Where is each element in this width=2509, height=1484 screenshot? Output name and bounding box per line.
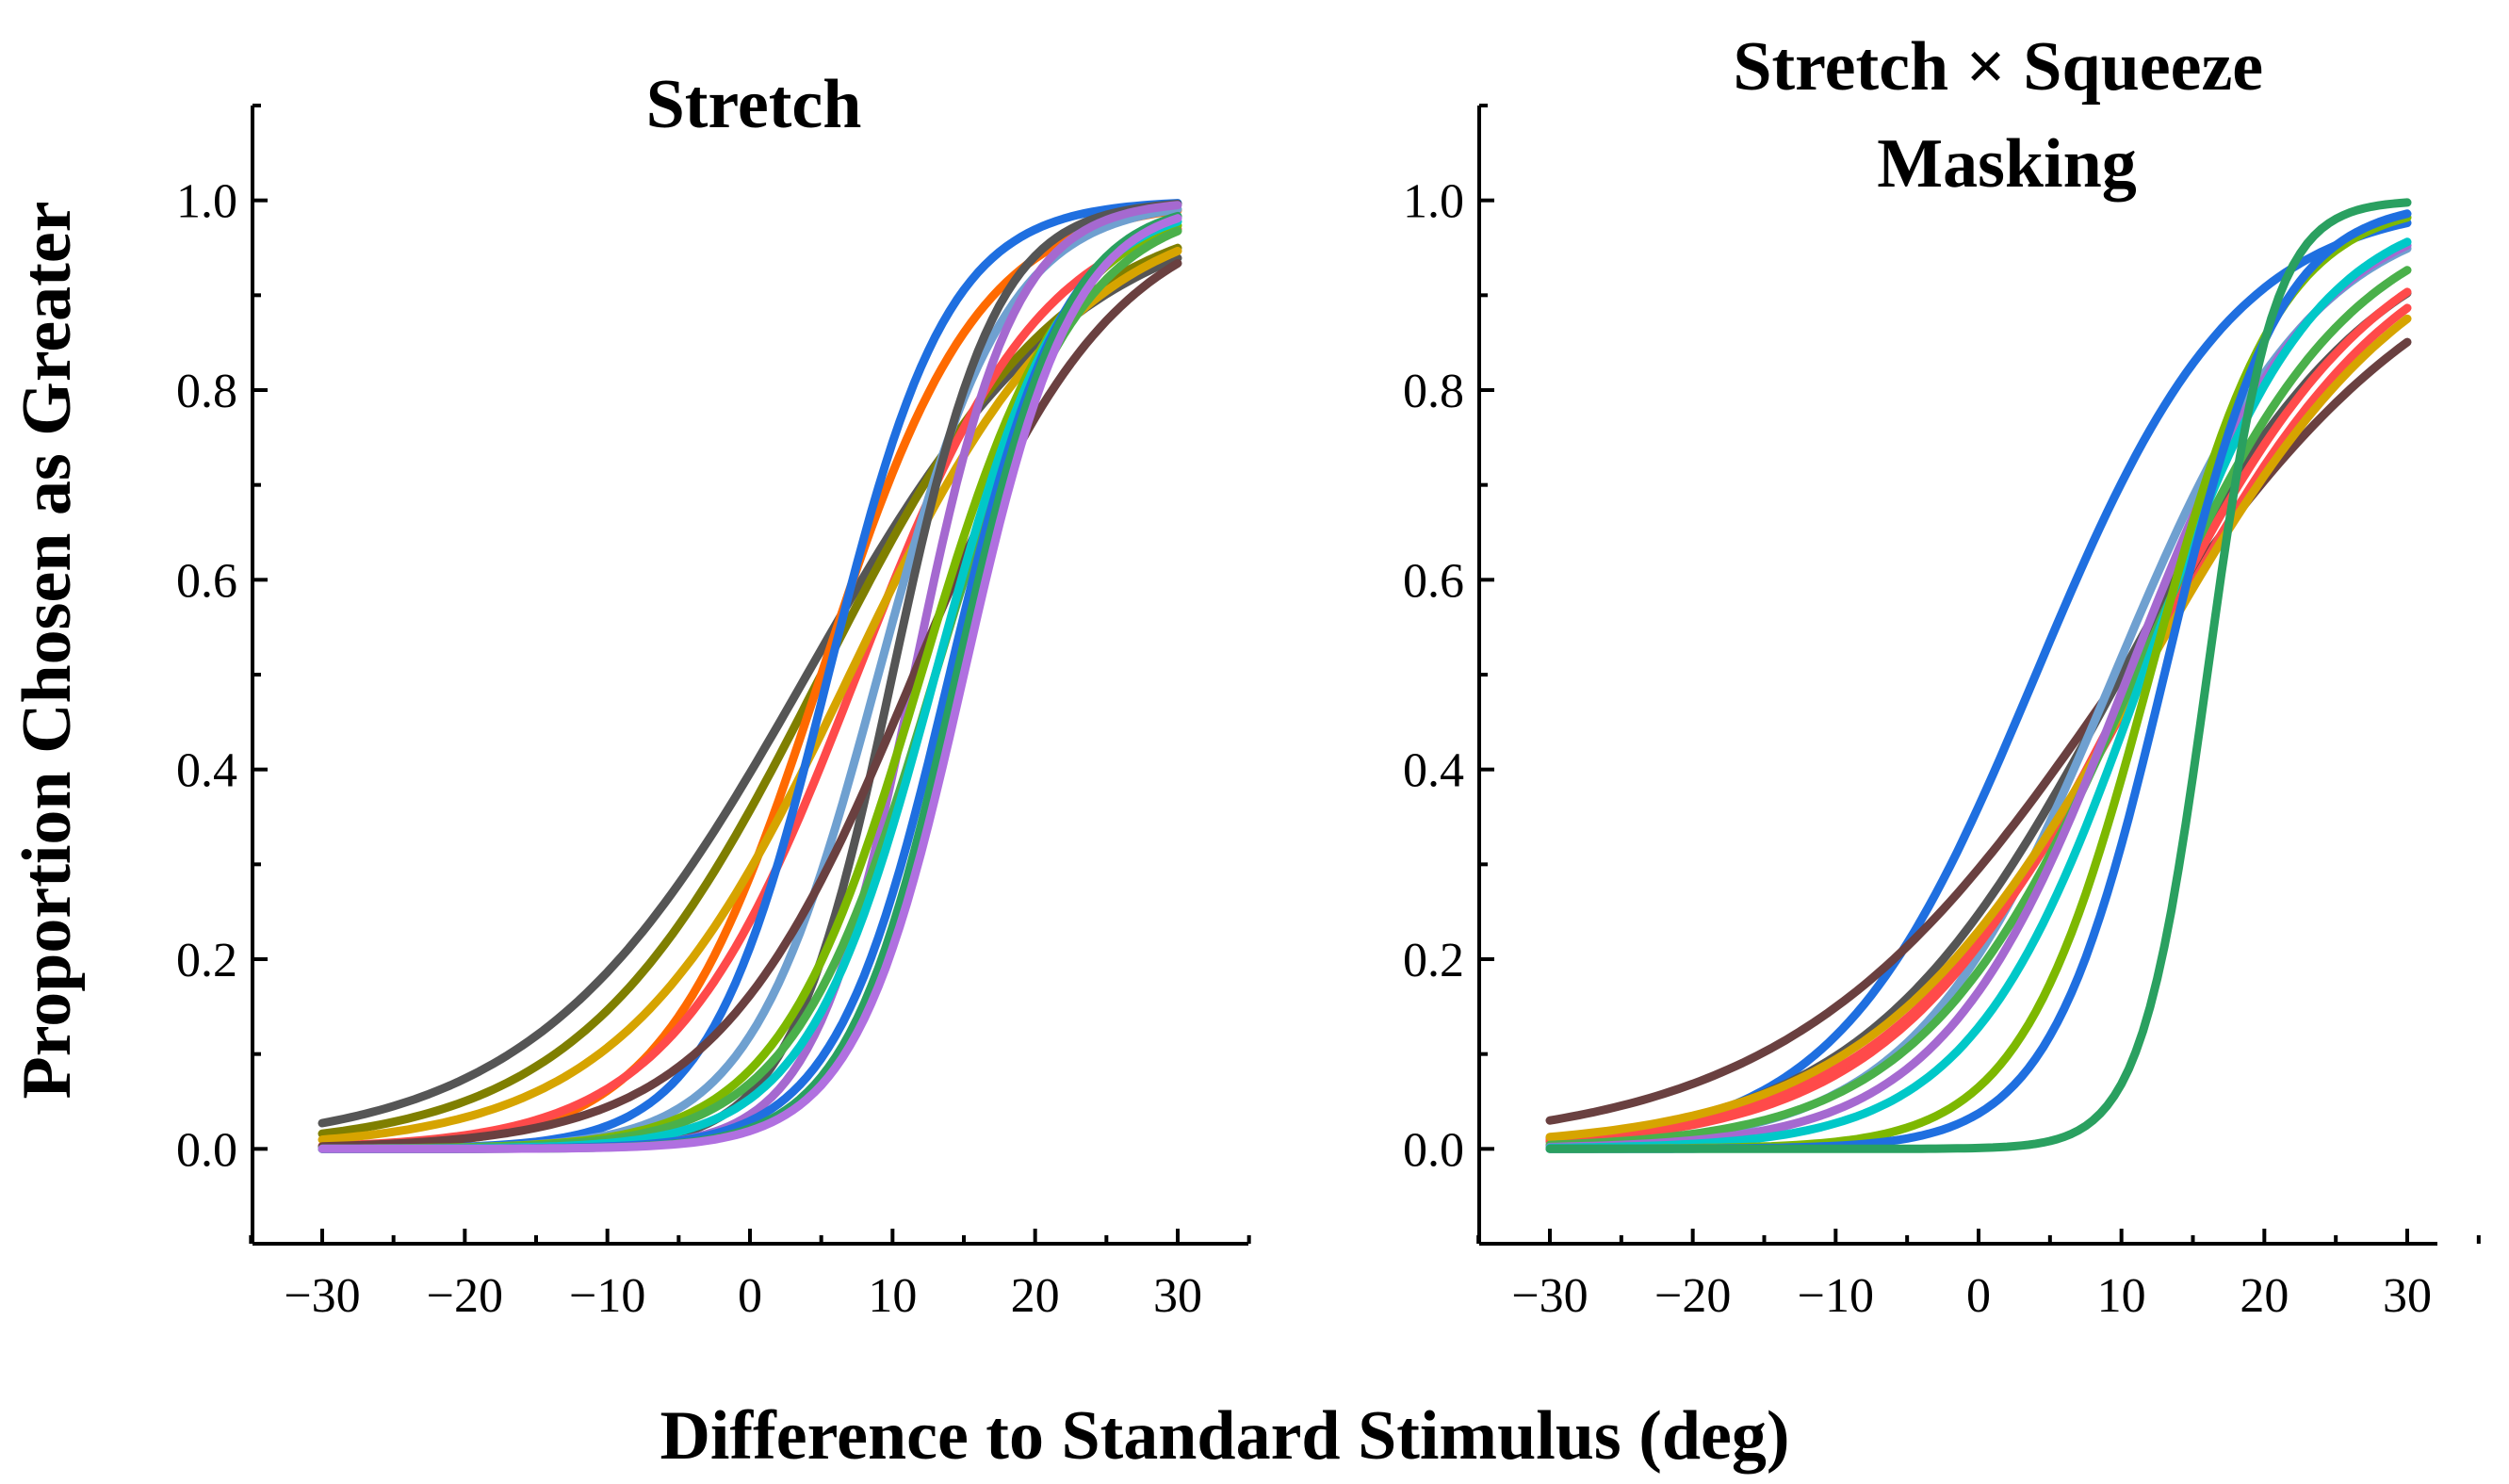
series-line [318, 259, 1182, 1151]
y-tick-label: 0.6 [1403, 554, 1464, 608]
y-axis-title: Proportion Chosen as Greater [8, 201, 86, 1099]
y-tick-label: 0.4 [176, 744, 237, 798]
y-tick-label: 0.6 [176, 554, 237, 608]
series-line [1545, 303, 2412, 1144]
series-line [1545, 240, 2412, 1151]
panel-title: Stretch × Squeeze Masking [1733, 28, 2280, 203]
x-tick-label: 30 [2383, 1269, 2432, 1323]
y-tick-label: 0.4 [1403, 744, 1464, 798]
x-tick-label: −30 [284, 1269, 360, 1323]
series-line [1545, 287, 2412, 1146]
panel-stretch: Stretch 0.0 0.2 0.4 0.6 0.8 1.0 −30 −20 −10 0 10 20… [176, 66, 1251, 1323]
axes: 0.0 0.2 0.4 0.6 0.8 1.0 −30 −20 −10 0 10 20 30 [176, 104, 1251, 1323]
curves [1545, 198, 2412, 1153]
y-tick-label: 0.8 [1403, 365, 1464, 418]
x-tick-label: −20 [1654, 1269, 1731, 1323]
series-line [1545, 237, 2412, 1152]
y-tick-label: 0.2 [176, 934, 237, 987]
y-tick-label: 1.0 [176, 175, 237, 229]
x-tick-label: 0 [738, 1269, 762, 1323]
series-line [1545, 244, 2412, 1150]
x-tick-label: 10 [2097, 1269, 2146, 1323]
panel-stretch-squeeze-masking: Stretch × Squeeze Masking 0.00.20.40.60.… [1403, 28, 2481, 1323]
x-tick-label: 20 [1011, 1269, 1060, 1323]
x-tick-label: −20 [427, 1269, 503, 1323]
x-tick-label: 20 [2240, 1269, 2289, 1323]
series-line [1545, 266, 2412, 1150]
y-tick-label: 0.0 [176, 1123, 237, 1177]
x-tick-label: −10 [1798, 1269, 1874, 1323]
x-tick-label: −10 [569, 1269, 645, 1323]
panel-title-line-2: Masking [1877, 125, 2137, 203]
x-tick-label: 10 [868, 1269, 917, 1323]
x-axis-title: Difference to Standard Stimulus (deg) [660, 1397, 1789, 1475]
curves [318, 199, 1182, 1153]
x-tick-label: −30 [1511, 1269, 1588, 1323]
series-line [318, 214, 1182, 1153]
x-tick-label: 0 [1966, 1269, 1991, 1323]
series-line [1545, 314, 2412, 1142]
series-line [1545, 198, 2412, 1153]
panel-title: Stretch [646, 66, 862, 143]
y-tick-label: 0.2 [1403, 934, 1464, 987]
series-line [318, 253, 1182, 1128]
y-tick-label: 1.0 [1403, 175, 1464, 229]
series-line [318, 246, 1182, 1145]
panel-title-line-1: Stretch × Squeeze [1733, 28, 2263, 106]
series-line [318, 243, 1182, 1138]
y-tick-label: 0.8 [176, 365, 237, 418]
y-tick-label: 0.0 [1403, 1123, 1464, 1177]
x-tick-label: 30 [1153, 1269, 1202, 1323]
axes: 0.0 0.2 0.4 0.6 0.8 1.0 −30 −20 −10 0 10 20 30 [1403, 104, 2481, 1323]
